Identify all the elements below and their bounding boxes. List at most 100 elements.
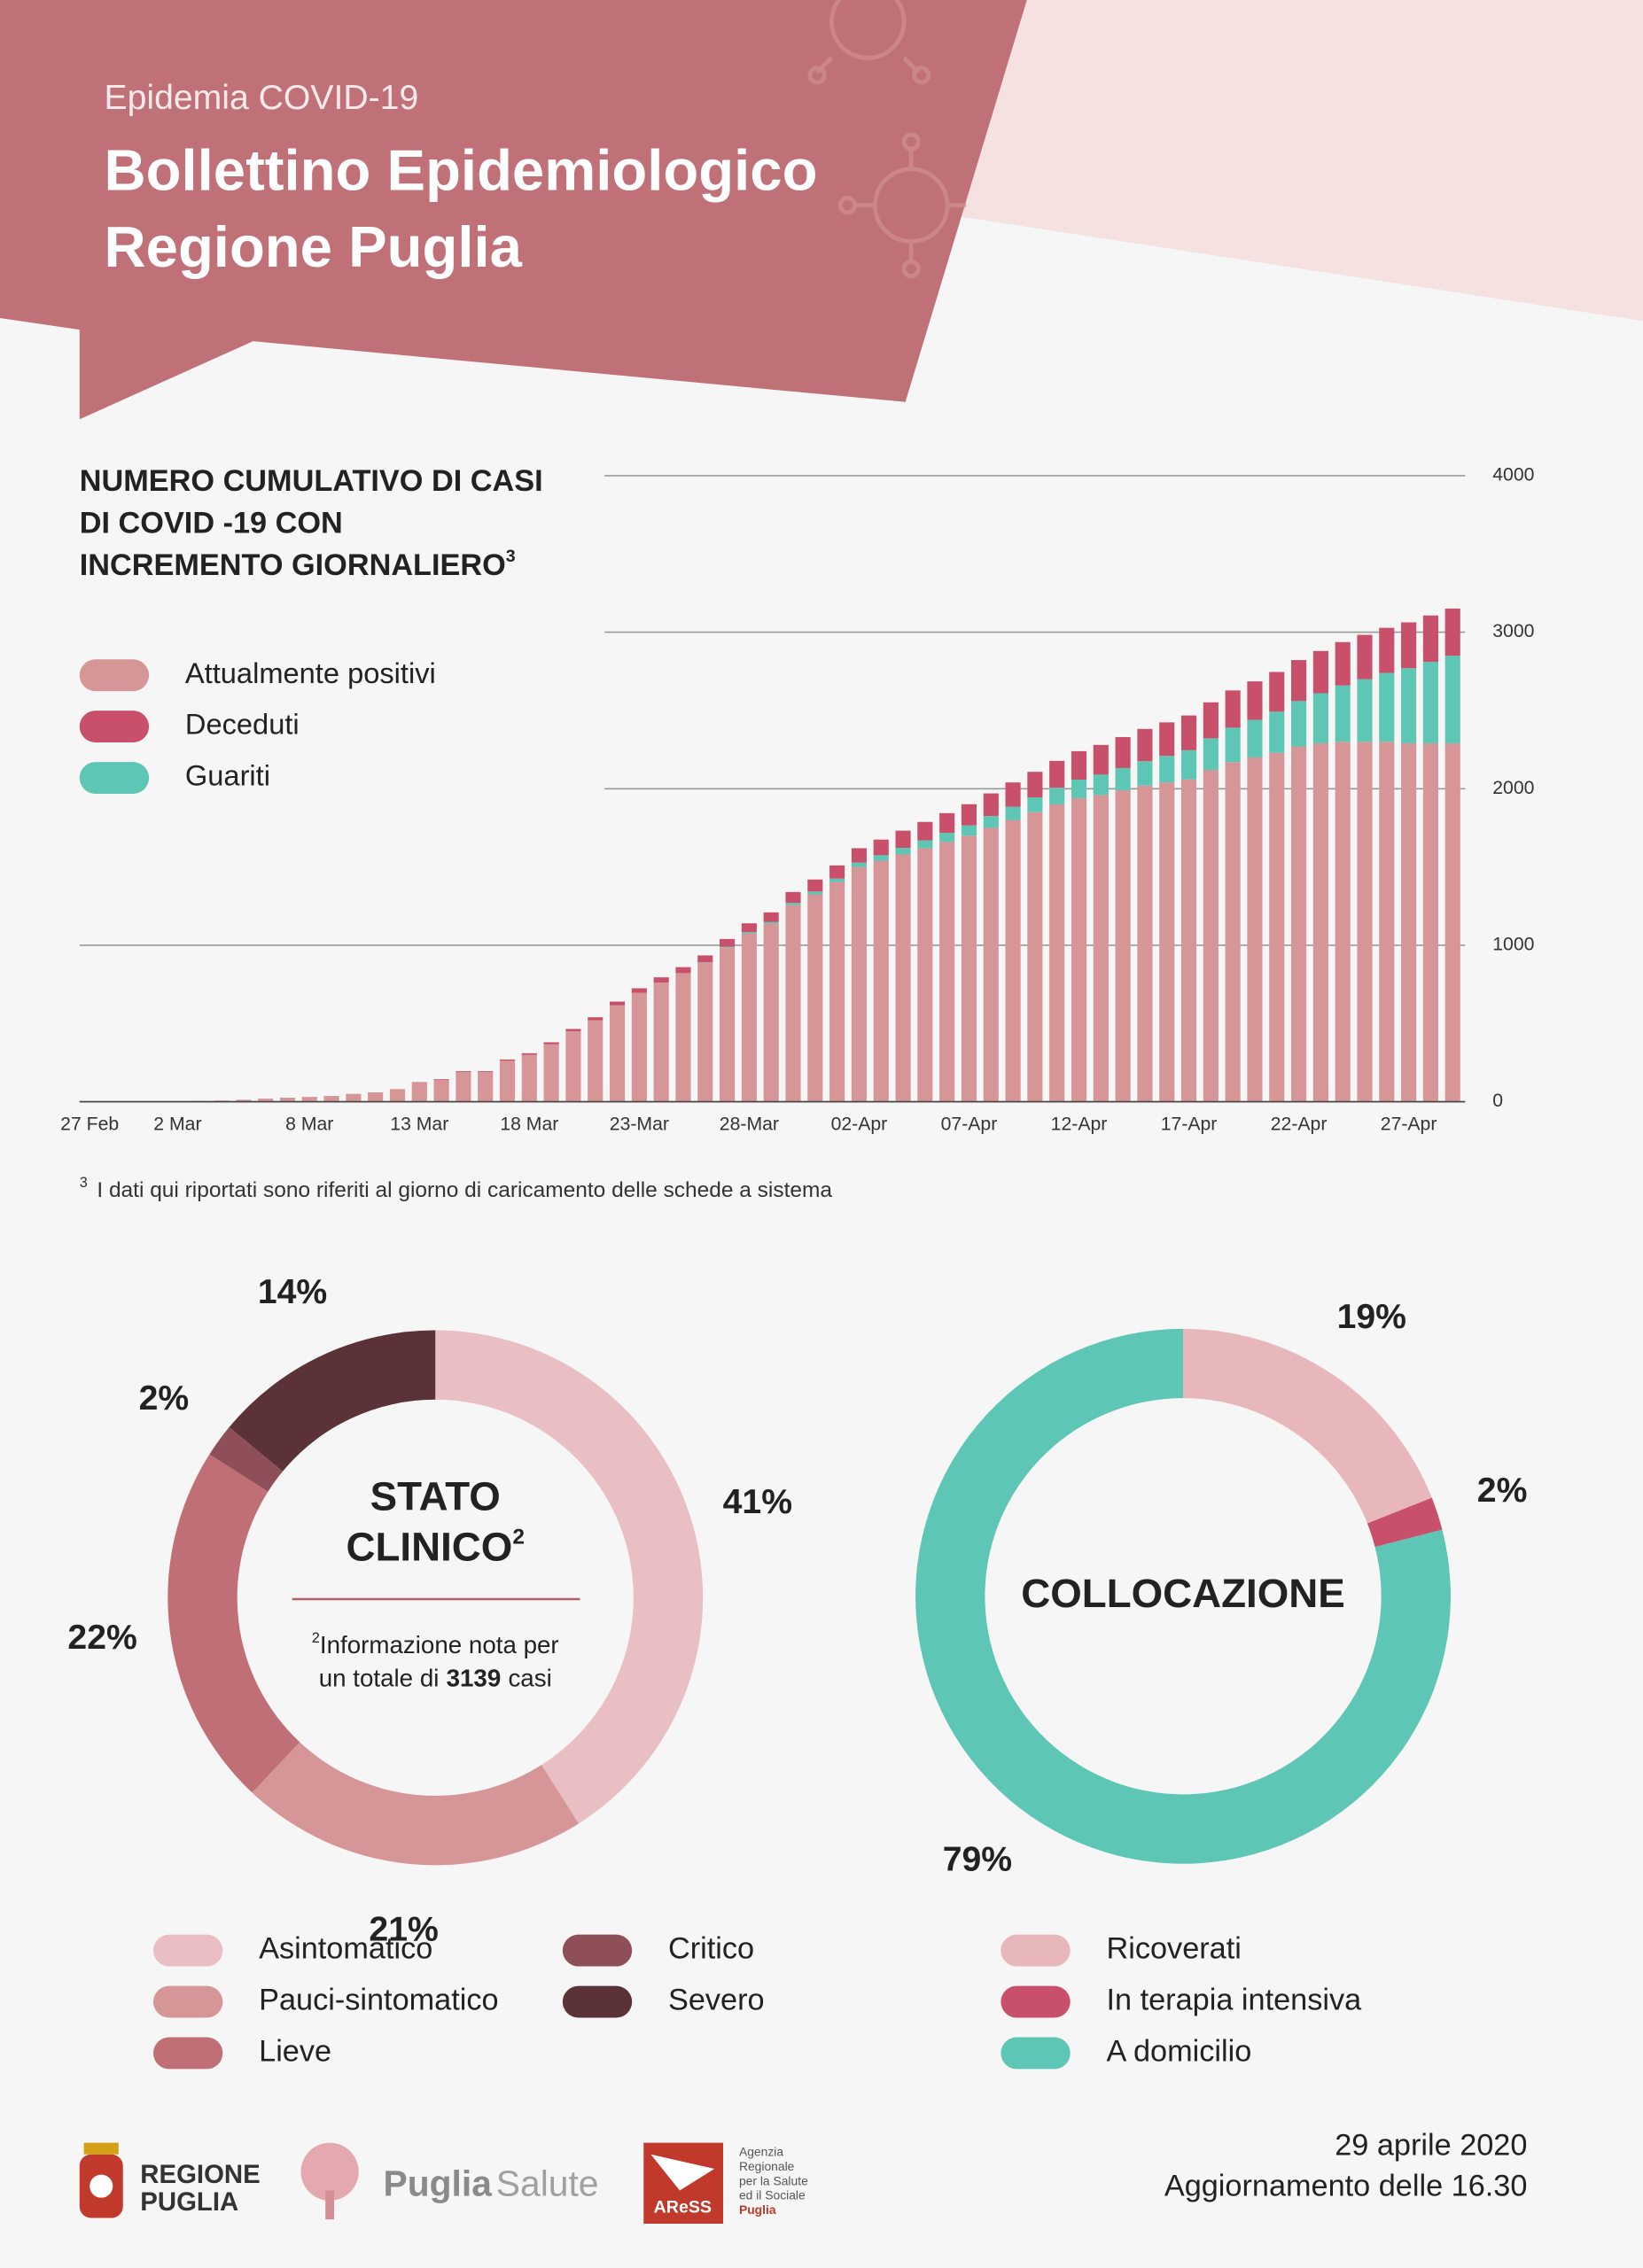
legend-swatch bbox=[153, 2037, 223, 2070]
chart-title-line: INCREMENTO GIORNALIERO bbox=[80, 548, 506, 582]
footnote-mark: 3 bbox=[80, 1175, 88, 1191]
donut-slice bbox=[1183, 1328, 1432, 1524]
x-tick-label: 2 Mar bbox=[153, 1114, 201, 1134]
data-label: 79% bbox=[943, 1840, 1012, 1878]
bar-segment bbox=[675, 967, 691, 974]
bar-segment bbox=[720, 946, 736, 948]
bar-segment bbox=[1422, 662, 1438, 744]
bar-segment bbox=[565, 1031, 581, 1102]
bar-segment bbox=[741, 932, 757, 934]
donut-slice bbox=[229, 1330, 436, 1472]
bar-segment bbox=[1137, 728, 1153, 762]
bar-segment bbox=[763, 912, 779, 922]
donut-slice bbox=[1367, 1497, 1443, 1548]
x-tick-label: 22-Apr bbox=[1271, 1114, 1328, 1134]
donut-slice bbox=[435, 1330, 704, 1824]
bar-segment bbox=[389, 1089, 406, 1102]
bar-segment bbox=[1159, 756, 1175, 783]
footnote: 3 I dati qui riportati sono riferiti al g… bbox=[80, 1175, 833, 1202]
bar-segment bbox=[1335, 641, 1351, 686]
donut-center-title: COLLOCAZIONE bbox=[1021, 1571, 1344, 1616]
aress-line: per la Salute bbox=[739, 2173, 808, 2187]
legend-swatch bbox=[79, 659, 150, 692]
bar-segment bbox=[1180, 750, 1197, 780]
legend-label: In terapia intensiva bbox=[1107, 1984, 1363, 2017]
bar-segment bbox=[1093, 795, 1109, 1102]
legend-swatch bbox=[153, 1985, 223, 2018]
bar-segment bbox=[631, 992, 647, 1102]
footer-date: 29 aprile 2020 bbox=[1335, 2129, 1527, 2163]
donut-center-line: CLINICO bbox=[347, 1525, 513, 1570]
bar-segment bbox=[1444, 608, 1460, 656]
legend-swatch bbox=[1001, 1934, 1071, 1967]
bar-segment bbox=[1291, 746, 1307, 1102]
bar-segment bbox=[873, 860, 889, 1102]
puglia-salute-label: Puglia Salute bbox=[383, 2163, 598, 2203]
puglia-salute-trunk bbox=[325, 2190, 335, 2220]
bar-segment bbox=[720, 947, 736, 1102]
bar-segment bbox=[346, 1093, 362, 1102]
data-label: 21% bbox=[369, 1911, 438, 1949]
chart-title-line: NUMERO CUMULATIVO DI CASI bbox=[80, 464, 543, 498]
bar-segment bbox=[1071, 750, 1087, 781]
footer: REGIONE PUGLIA Puglia Salute AReSS Agenzi… bbox=[79, 2129, 1527, 2225]
bar-segment bbox=[1203, 702, 1219, 739]
bar-segment bbox=[368, 1092, 384, 1102]
bar-segment bbox=[697, 955, 713, 963]
bar-segment bbox=[1027, 796, 1043, 812]
legend-swatch bbox=[1001, 1985, 1071, 2018]
bar-segment bbox=[1071, 780, 1087, 798]
bar-segment bbox=[1247, 757, 1263, 1102]
puglia-salute-tree bbox=[300, 2142, 359, 2201]
bar-segment bbox=[1027, 772, 1043, 797]
bar-segment bbox=[895, 848, 911, 855]
donut-center-title: STATO bbox=[370, 1473, 501, 1518]
legend-label: Critico bbox=[668, 1932, 754, 1966]
regione-logo-mark bbox=[90, 2174, 113, 2198]
legend-label: Attualmente positivi bbox=[185, 656, 436, 689]
bar-segment bbox=[1049, 760, 1065, 788]
bar-segment bbox=[1335, 685, 1351, 742]
donut-note-text: Informazione nota per bbox=[320, 1631, 559, 1658]
header-title: Bollettino Epidemiologico bbox=[105, 138, 818, 203]
bar-segment bbox=[1312, 743, 1328, 1102]
bar-segment bbox=[961, 825, 977, 836]
bar-segment bbox=[301, 1097, 317, 1102]
bar-segment bbox=[1180, 779, 1197, 1102]
bar-segment bbox=[1093, 774, 1109, 796]
bar-segment bbox=[1357, 634, 1373, 680]
bar-segment bbox=[1335, 742, 1351, 1102]
bar-segment bbox=[499, 1060, 516, 1102]
bar-segment bbox=[1137, 785, 1153, 1102]
data-label: 2% bbox=[139, 1379, 190, 1418]
donut-note-text: un totale di bbox=[319, 1665, 440, 1692]
bar-segment bbox=[1444, 743, 1460, 1102]
y-tick-label: 1000 bbox=[1492, 935, 1534, 955]
aress-line: Agenzia bbox=[739, 2145, 783, 2159]
bar-segment bbox=[1115, 767, 1131, 791]
regione-logo-crown bbox=[83, 2142, 119, 2155]
bar-segment bbox=[1247, 681, 1263, 720]
donut-slice bbox=[167, 1454, 300, 1793]
bar-segment bbox=[1379, 627, 1395, 673]
header-kicker: Epidemia COVID-19 bbox=[105, 79, 419, 117]
bar-segment bbox=[653, 982, 669, 1102]
bar-segment bbox=[873, 839, 889, 856]
bar-segment bbox=[1005, 819, 1021, 1102]
bar-segment bbox=[939, 833, 955, 843]
donut-note-mark: 2 bbox=[312, 1630, 320, 1646]
y-tick-label: 0 bbox=[1492, 1091, 1503, 1111]
header-band bbox=[0, 0, 1027, 420]
bar-segment bbox=[1422, 615, 1438, 663]
donut-note-total: 3139 bbox=[447, 1665, 502, 1692]
legend-label: Severo bbox=[668, 1984, 765, 2017]
bar-segment bbox=[258, 1099, 274, 1102]
legend-swatch bbox=[1001, 2037, 1071, 2070]
bar-segment bbox=[1225, 690, 1241, 728]
bar-segment bbox=[1379, 672, 1395, 742]
bar-segment bbox=[961, 835, 977, 1102]
data-label: 41% bbox=[723, 1483, 792, 1521]
legend-label: Deceduti bbox=[185, 708, 300, 741]
header-title: Regione Puglia bbox=[105, 214, 523, 279]
